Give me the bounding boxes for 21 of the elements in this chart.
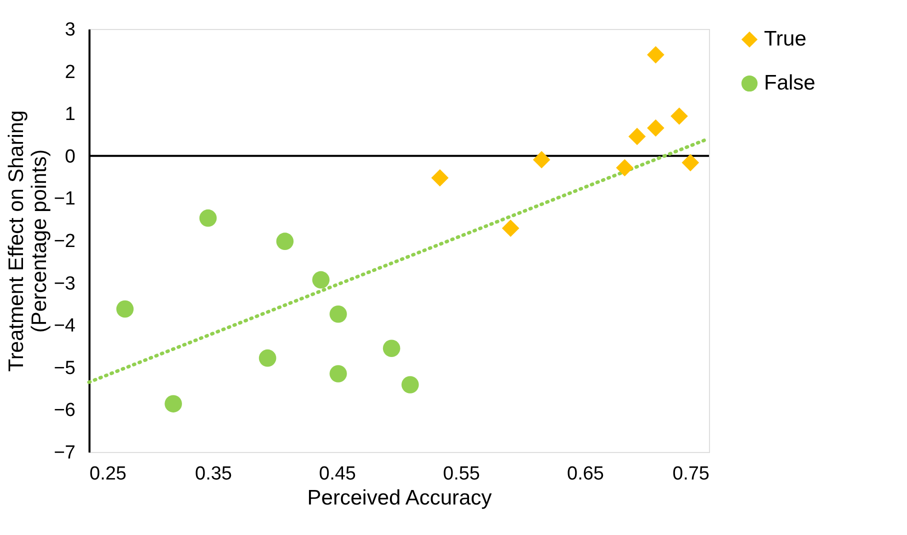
y-tick-label: −4 <box>54 316 76 337</box>
x-tick-label: 0.35 <box>195 464 232 484</box>
y-tick-label: −5 <box>54 358 76 379</box>
y-tick-label: −3 <box>54 273 76 294</box>
y-tick-label: 1 <box>64 104 76 126</box>
x-tick-label: 0.45 <box>319 464 356 484</box>
y-tick-label: 3 <box>64 20 76 40</box>
legend-label: True <box>764 28 806 50</box>
x-axis-title: Perceived Accuracy <box>307 486 492 510</box>
y-tick-label: −2 <box>54 231 76 252</box>
y-tick-label: 2 <box>64 62 76 83</box>
x-tick-label: 0.55 <box>443 464 480 484</box>
y-axis-title: Treatment Effect on Sharing (Percentage points) <box>4 110 51 372</box>
y-tick-label: 0 <box>64 146 76 168</box>
y-tick-label: −6 <box>54 400 76 422</box>
x-tick-label: 0.75 <box>672 464 710 484</box>
legend-label: False <box>764 72 816 94</box>
x-tick-label: 0.65 <box>567 464 604 484</box>
x-tick-label: 0.25 <box>90 464 126 484</box>
y-tick-label: −7 <box>54 442 76 464</box>
y-tick-label: −1 <box>54 188 76 210</box>
